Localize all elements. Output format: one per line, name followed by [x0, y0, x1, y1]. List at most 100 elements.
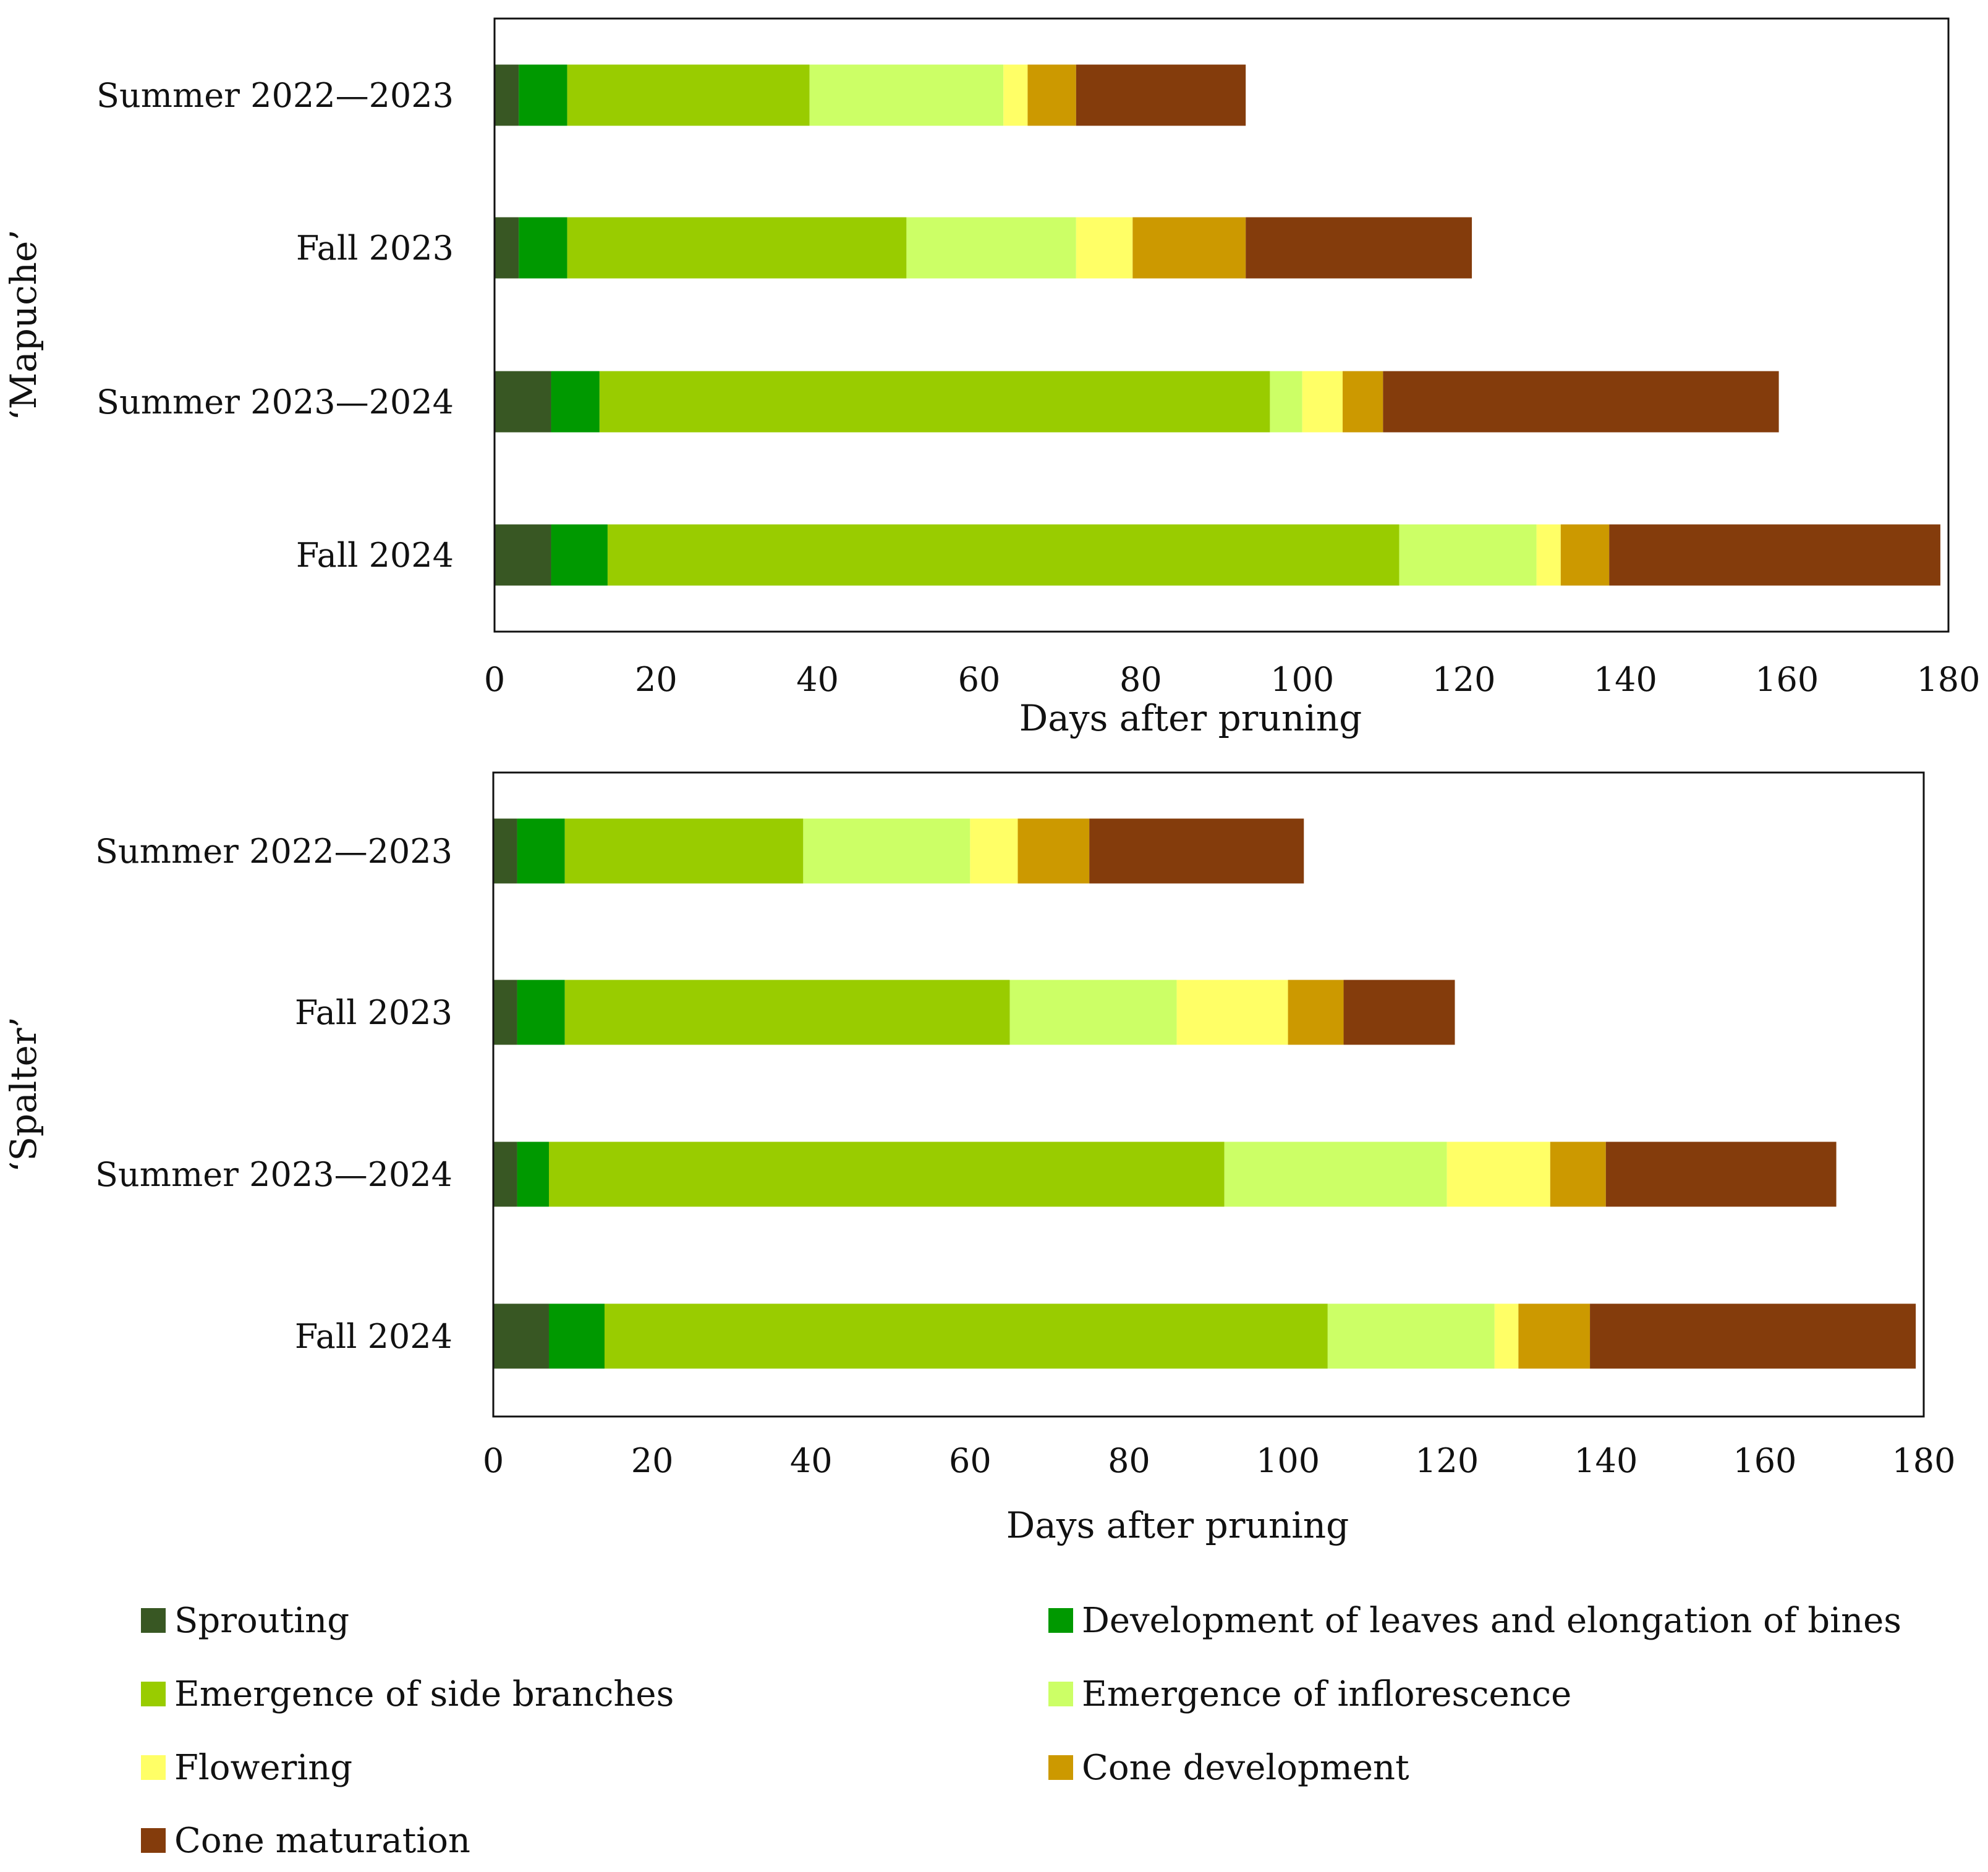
bar-summer-2023-2024-emergence-of-side-branches — [599, 371, 1270, 433]
bar-fall-2024-development-of-leaves-and-elongation-of-bines — [551, 524, 608, 586]
bar-fall-2023-flowering — [1176, 980, 1288, 1045]
bar-summer-2022-2023-development-of-leaves-and-elongation-of-bines — [519, 64, 567, 126]
bar-fall-2023-cone-development — [1288, 980, 1344, 1045]
x-tick-label: 100 — [1256, 1441, 1320, 1480]
category-label: Fall 2024 — [296, 536, 454, 575]
category-label: Fall 2023 — [295, 993, 452, 1032]
legend-swatch — [141, 1828, 166, 1853]
bar-summer-2022-2023-sprouting — [495, 64, 519, 126]
bar-fall-2024-sprouting — [493, 1303, 549, 1369]
bar-fall-2023-cone-maturation — [1246, 217, 1472, 279]
bar-fall-2023-sprouting — [493, 980, 517, 1045]
x-axis-title: Days after pruning — [1019, 697, 1362, 739]
x-tick-label: 140 — [1574, 1441, 1638, 1480]
bar-fall-2024-flowering — [1494, 1303, 1519, 1369]
bar-summer-2022-2023-emergence-of-side-branches — [564, 818, 804, 884]
bar-summer-2023-2024-cone-maturation — [1383, 371, 1779, 433]
bar-summer-2022-2023-emergence-of-inflorescence — [803, 818, 971, 884]
y-axis-title: ‘Mapuche’ — [2, 229, 45, 420]
bar-summer-2023-2024-development-of-leaves-and-elongation-of-bines — [551, 371, 600, 433]
x-tick-label: 60 — [949, 1441, 992, 1480]
bar-fall-2024-cone-development — [1560, 524, 1610, 586]
legend-label: Emergence of inflorescence — [1082, 1674, 1571, 1714]
legend-swatch — [141, 1682, 166, 1706]
bar-fall-2023-emergence-of-side-branches — [564, 980, 1010, 1045]
bar-summer-2022-2023-flowering — [970, 818, 1018, 884]
bar-fall-2023-emergence-of-inflorescence — [1009, 980, 1177, 1045]
bar-fall-2024-emergence-of-side-branches — [607, 524, 1400, 586]
legend-swatch — [1048, 1682, 1073, 1706]
bar-summer-2022-2023-flowering — [1003, 64, 1028, 126]
bar-fall-2023-emergence-of-inflorescence — [906, 217, 1076, 279]
bar-fall-2024-sprouting — [495, 524, 551, 586]
bar-fall-2023-development-of-leaves-and-elongation-of-bines — [519, 217, 567, 279]
x-tick-label: 160 — [1755, 660, 1819, 699]
x-tick-label: 180 — [1916, 660, 1980, 699]
x-tick-label: 140 — [1594, 660, 1657, 699]
x-tick-label: 40 — [790, 1441, 833, 1480]
bar-summer-2022-2023-emergence-of-side-branches — [567, 64, 810, 126]
legend-item-development-of-leaves-and-elongation-of-bines: Development of leaves and elongation of … — [1048, 1601, 1901, 1641]
bar-summer-2023-2024-emergence-of-inflorescence — [1224, 1141, 1447, 1207]
bar-fall-2023-development-of-leaves-and-elongation-of-bines — [517, 980, 565, 1045]
bar-summer-2022-2023-sprouting — [493, 818, 517, 884]
x-tick-label: 60 — [958, 660, 1001, 699]
legend-label: Cone development — [1082, 1748, 1409, 1788]
legend-swatch — [1048, 1755, 1073, 1780]
legend-label: Flowering — [174, 1748, 352, 1788]
legend-item-sprouting: Sprouting — [141, 1601, 349, 1641]
bar-fall-2024-cone-maturation — [1590, 1303, 1916, 1369]
bar-summer-2023-2024-emergence-of-inflorescence — [1270, 371, 1302, 433]
legend: Sprouting Development of leaves and elong… — [141, 1601, 1901, 1861]
x-tick-label: 40 — [796, 660, 839, 699]
x-tick-label: 80 — [1108, 1441, 1150, 1480]
bar-fall-2024-cone-maturation — [1609, 524, 1940, 586]
bar-fall-2024-flowering — [1536, 524, 1561, 586]
legend-item-emergence-of-inflorescence: Emergence of inflorescence — [1048, 1674, 1571, 1714]
bar-summer-2023-2024-emergence-of-side-branches — [548, 1141, 1225, 1207]
x-tick-label: 20 — [631, 1441, 674, 1480]
y-axis-title: ‘Spalter’ — [2, 1017, 45, 1172]
category-label: Summer 2022—2023 — [95, 832, 452, 871]
category-label: Summer 2022—2023 — [96, 76, 454, 115]
bar-summer-2023-2024-development-of-leaves-and-elongation-of-bines — [517, 1141, 549, 1207]
x-tick-label: 20 — [635, 660, 678, 699]
bar-fall-2024-emergence-of-inflorescence — [1399, 524, 1537, 586]
x-axis-title: Days after pruning — [1006, 1504, 1349, 1546]
bar-fall-2024-cone-development — [1518, 1303, 1591, 1369]
x-tick-label: 100 — [1270, 660, 1334, 699]
legend-item-flowering: Flowering — [141, 1748, 352, 1788]
category-label: Summer 2023—2024 — [95, 1155, 452, 1194]
legend-label: Cone maturation — [174, 1821, 470, 1861]
legend-swatch — [1048, 1608, 1073, 1633]
legend-swatch — [141, 1608, 166, 1633]
x-tick-label: 160 — [1733, 1441, 1796, 1480]
bar-fall-2023-cone-maturation — [1343, 980, 1455, 1045]
bar-summer-2023-2024-cone-maturation — [1605, 1141, 1837, 1207]
bar-summer-2023-2024-sprouting — [495, 371, 551, 433]
x-tick-label: 120 — [1432, 660, 1495, 699]
bar-summer-2023-2024-sprouting — [493, 1141, 517, 1207]
x-tick-label: 0 — [483, 1441, 504, 1480]
plot-frame — [493, 17, 1950, 633]
bar-fall-2023-flowering — [1076, 217, 1133, 279]
chart-panel-2: Summer 2022—2023 Fall 2023 Summer 2023—202… — [2, 771, 1956, 1546]
x-tick-label: 120 — [1415, 1441, 1479, 1480]
x-tick-label: 80 — [1119, 660, 1162, 699]
bar-summer-2023-2024-flowering — [1302, 371, 1343, 433]
bar-summer-2023-2024-cone-development — [1343, 371, 1383, 433]
bar-summer-2022-2023-cone-maturation — [1089, 818, 1304, 884]
legend-label: Sprouting — [174, 1601, 349, 1641]
bar-summer-2022-2023-cone-maturation — [1076, 64, 1246, 126]
x-tick-label: 180 — [1892, 1441, 1955, 1480]
legend-label: Development of leaves and elongation of … — [1082, 1601, 1901, 1641]
bar-fall-2024-emergence-of-inflorescence — [1327, 1303, 1495, 1369]
bar-summer-2022-2023-cone-development — [1017, 818, 1090, 884]
bar-summer-2022-2023-emergence-of-inflorescence — [809, 64, 1004, 126]
bar-fall-2024-emergence-of-side-branches — [604, 1303, 1328, 1369]
bar-fall-2024-development-of-leaves-and-elongation-of-bines — [548, 1303, 605, 1369]
bar-fall-2023-sprouting — [495, 217, 519, 279]
plot-frame — [492, 771, 1925, 1418]
category-label: Fall 2023 — [296, 229, 454, 268]
